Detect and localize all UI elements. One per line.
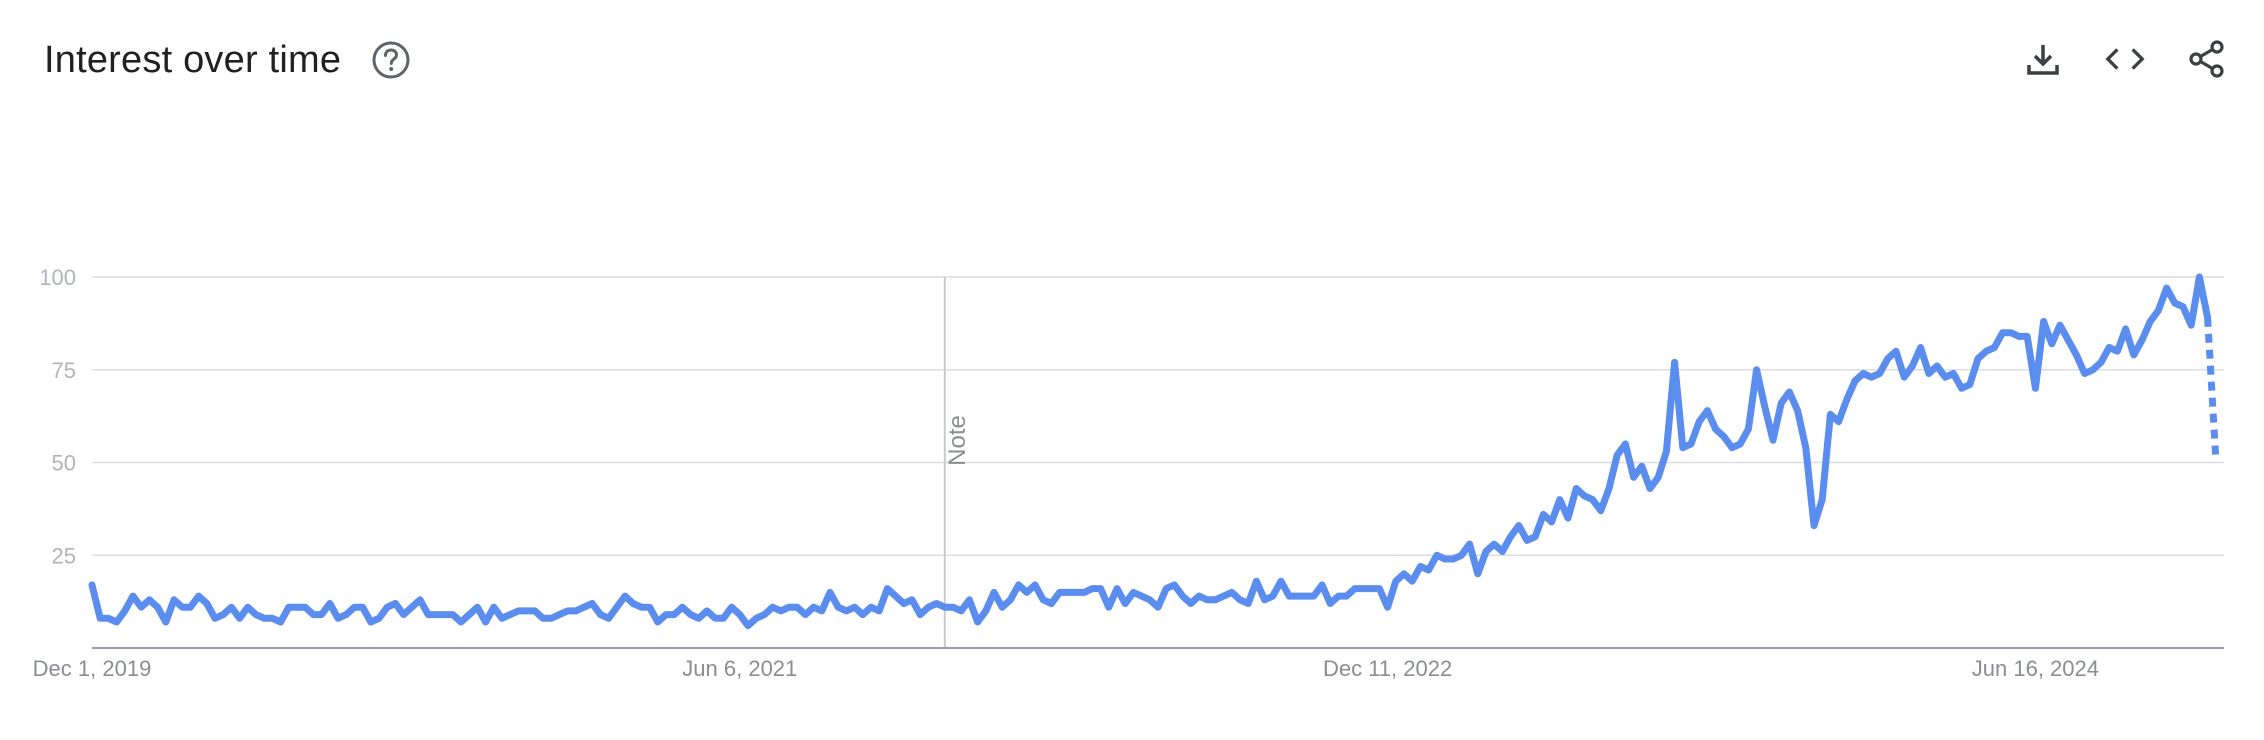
series-line bbox=[88, 273, 2212, 630]
series-layer bbox=[88, 273, 2220, 630]
chart-header: Interest over time bbox=[44, 30, 411, 90]
y-tick-label: 75 bbox=[52, 358, 76, 383]
grid-layer bbox=[92, 276, 2224, 648]
note-label[interactable]: Note bbox=[944, 415, 971, 466]
y-tick-label: 50 bbox=[52, 451, 76, 476]
x-tick-label: Dec 11, 2022 bbox=[1323, 656, 1452, 681]
y-tick-label: 100 bbox=[39, 265, 76, 290]
x-tick-label: Dec 1, 2019 bbox=[33, 656, 152, 681]
partial-data-segment bbox=[2204, 317, 2220, 460]
y-tick-label: 25 bbox=[52, 543, 76, 568]
x-tick-label: Jun 16, 2024 bbox=[1972, 656, 2099, 681]
axis-layer: 25 50 75 100 Dec 1, 2019 Jun 6, 2021 Dec 11, 2… bbox=[33, 265, 2224, 681]
help-circle-icon[interactable] bbox=[371, 40, 411, 80]
chart-toolbar bbox=[2022, 38, 2228, 80]
download-icon[interactable] bbox=[2022, 38, 2064, 80]
x-tick-label: Jun 6, 2021 bbox=[682, 656, 797, 681]
chart-title: Interest over time bbox=[44, 38, 342, 81]
share-icon[interactable] bbox=[2186, 38, 2228, 80]
embed-code-icon[interactable] bbox=[2104, 38, 2146, 80]
